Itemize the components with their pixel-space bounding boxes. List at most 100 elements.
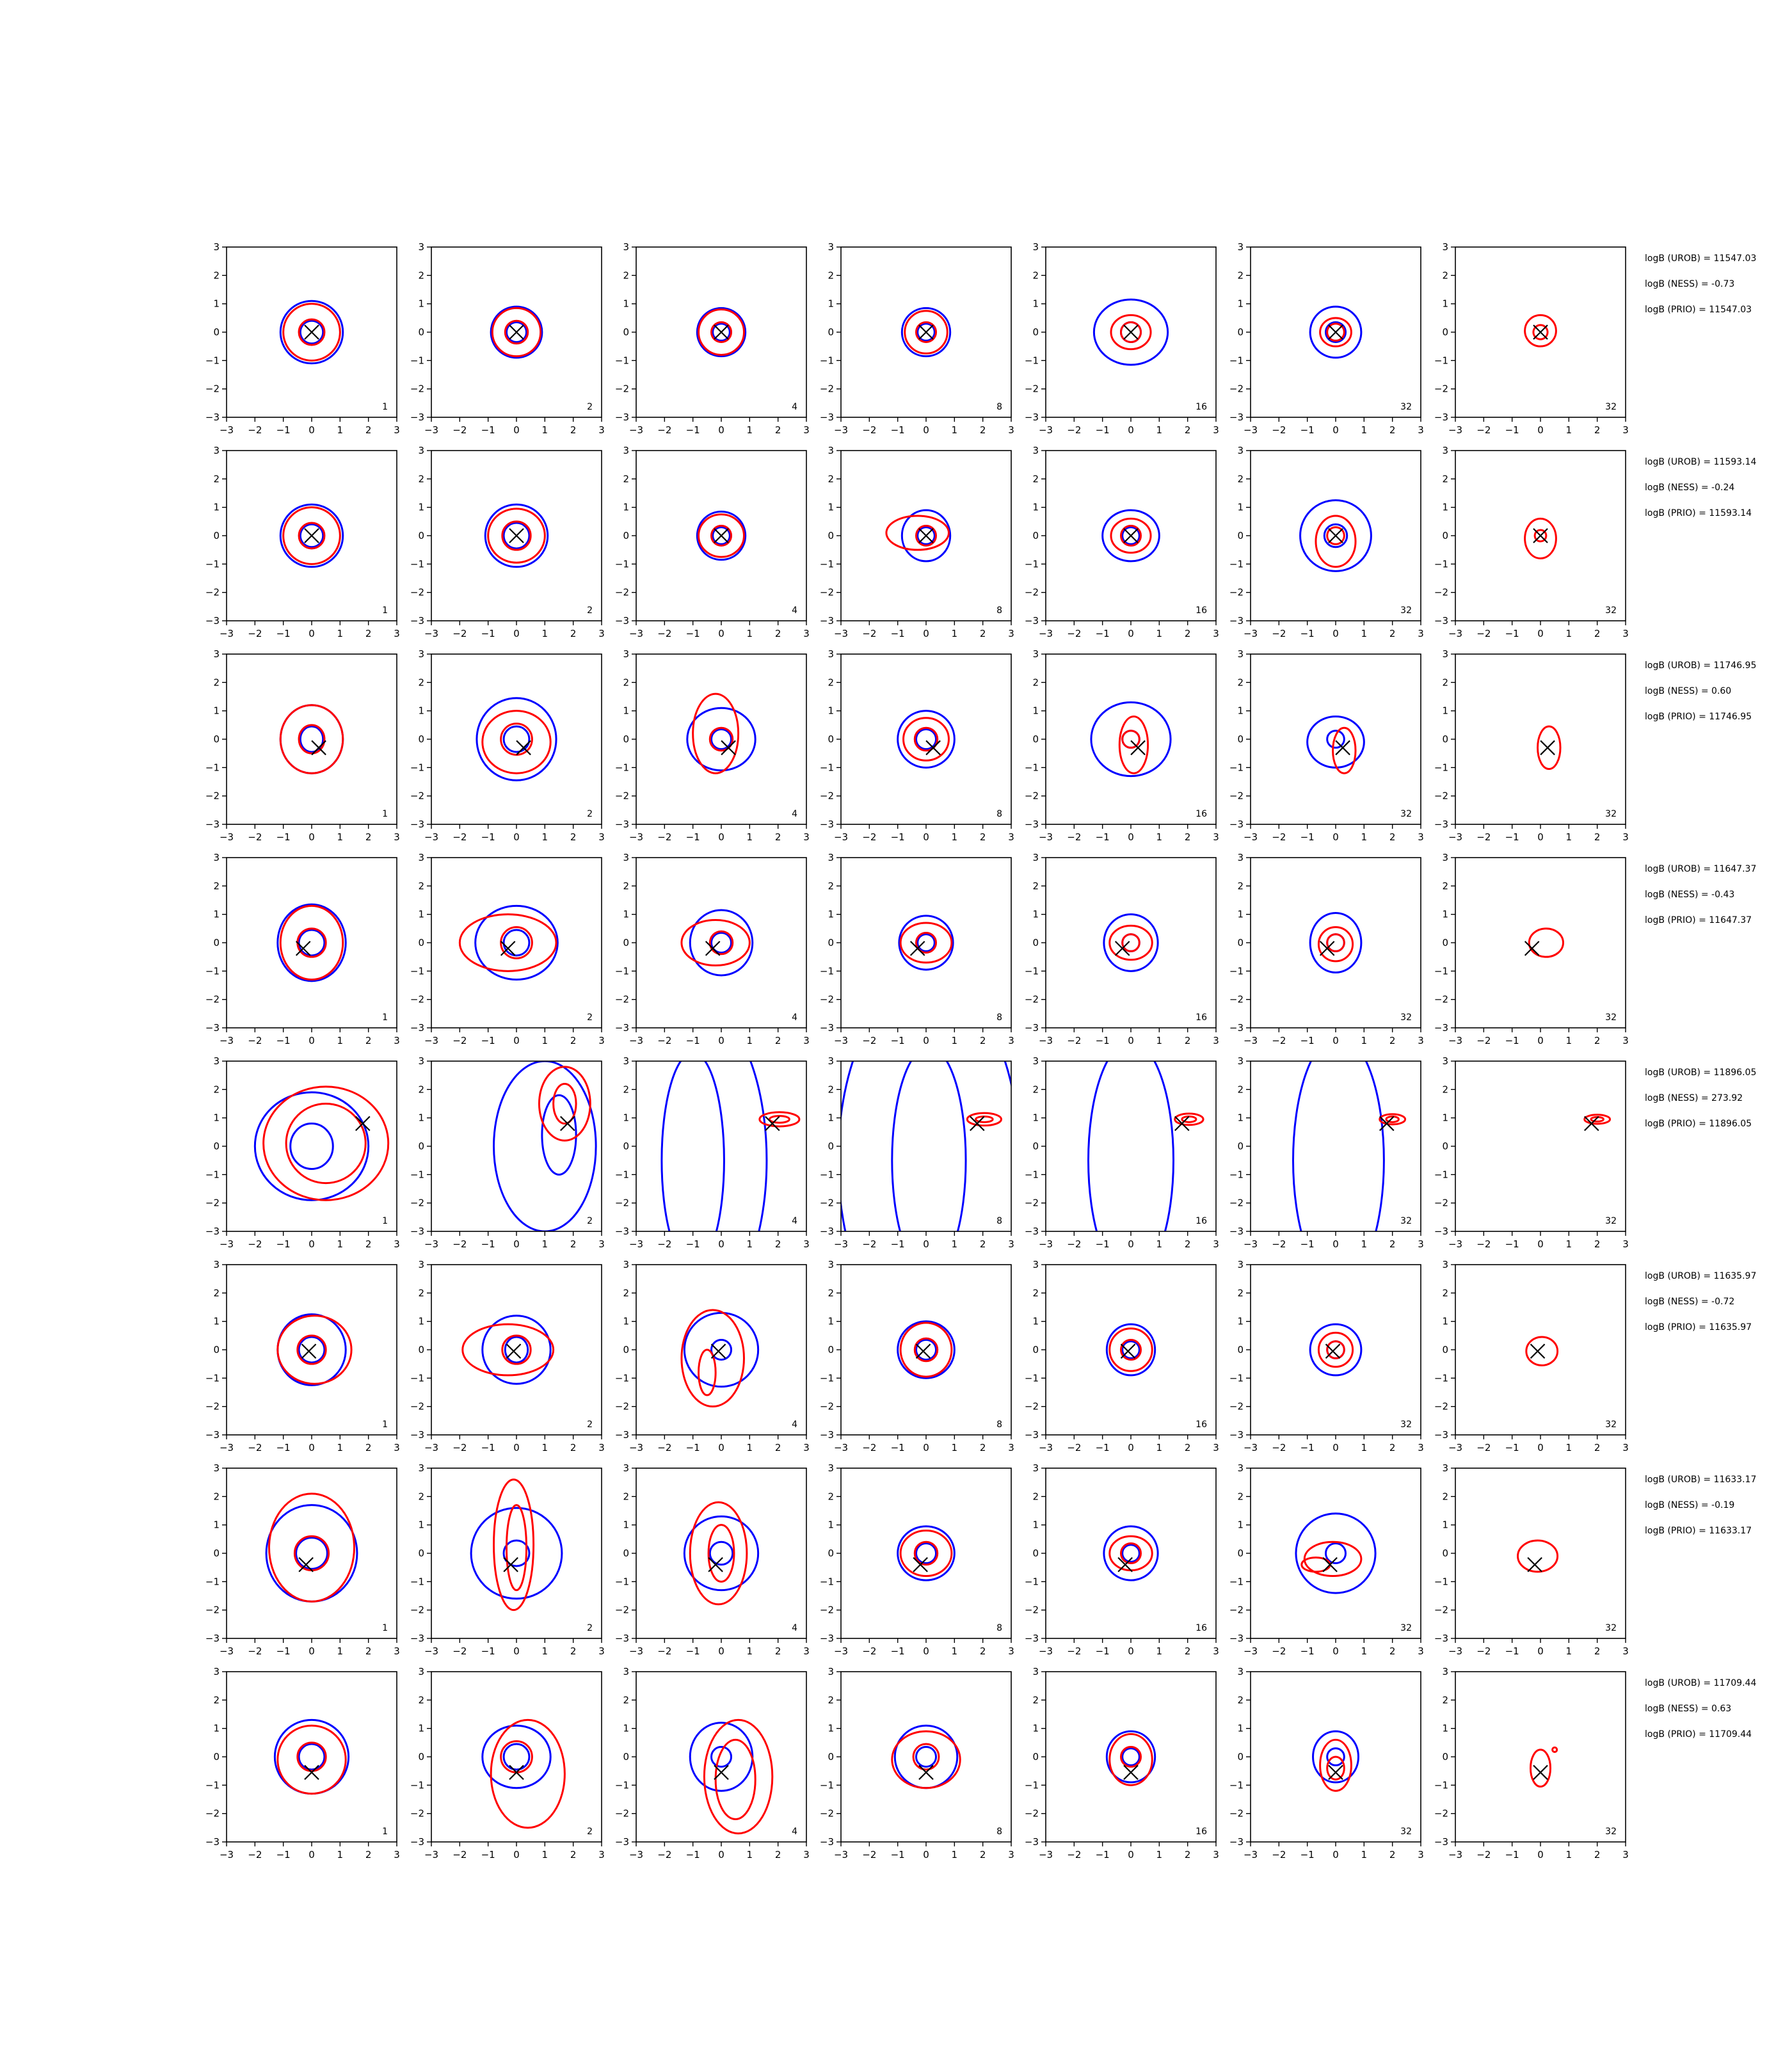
red-contour-2 bbox=[1119, 1338, 1142, 1361]
y-tick-label: 2 bbox=[418, 1694, 424, 1706]
red-contour-1 bbox=[1319, 317, 1352, 348]
red-contour-1 bbox=[698, 308, 745, 356]
x-tick-label: 0 bbox=[1128, 1849, 1134, 1860]
y-tick-label: −3 bbox=[1025, 615, 1039, 627]
panel-corner-label: 32 bbox=[1605, 1623, 1617, 1633]
y-tick-label: −2 bbox=[1229, 1197, 1244, 1209]
x-tick-label: −3 bbox=[220, 831, 234, 843]
y-tick-label: −2 bbox=[410, 1197, 424, 1209]
x-tick-label: −3 bbox=[1244, 831, 1258, 843]
x-marker bbox=[304, 1764, 319, 1780]
x-tick-label: −2 bbox=[1476, 1238, 1491, 1250]
y-tick-label: −1 bbox=[615, 1169, 629, 1180]
stat-line: logB (PRIO) = 11647.37 bbox=[1645, 915, 1752, 925]
contour-layer bbox=[689, 1718, 774, 1835]
contour-layer bbox=[1295, 1512, 1377, 1594]
x-tick-label: 1 bbox=[747, 1645, 753, 1657]
panel-corner-label: 32 bbox=[1400, 809, 1412, 819]
blue-contour-1 bbox=[1105, 1730, 1156, 1784]
blue-contour-1 bbox=[1090, 701, 1172, 778]
panel-corner-label: 2 bbox=[587, 1216, 593, 1226]
stat-line: logB (UROB) = 11547.03 bbox=[1645, 253, 1756, 264]
y-tick-label: 1 bbox=[1442, 298, 1448, 310]
x-tick-label: 2 bbox=[1594, 424, 1601, 436]
x-tick-label: 3 bbox=[1418, 424, 1424, 436]
x-tick-label: −2 bbox=[862, 1849, 876, 1860]
x-tick-label: 0 bbox=[1332, 1238, 1339, 1250]
y-tick-label: −3 bbox=[820, 819, 834, 830]
x-tick-label: −1 bbox=[1096, 1849, 1110, 1860]
x-tick-label: 3 bbox=[394, 1035, 400, 1046]
contour-layer bbox=[276, 903, 347, 982]
x-tick-label: 3 bbox=[1008, 1238, 1014, 1250]
x-marker bbox=[714, 1764, 729, 1780]
blue-contour-1 bbox=[276, 903, 347, 982]
red-contour-1 bbox=[692, 692, 740, 774]
x-tick-label: −3 bbox=[629, 424, 643, 436]
y-tick-label: 0 bbox=[418, 1344, 424, 1356]
red-contour-1 bbox=[1379, 1113, 1407, 1126]
x-tick-label: 2 bbox=[980, 831, 986, 843]
y-tick-label: −1 bbox=[205, 1372, 220, 1384]
x-marker bbox=[705, 941, 721, 956]
y-tick-label: −1 bbox=[820, 965, 834, 977]
y-tick-label: −3 bbox=[205, 1429, 220, 1441]
x-tick-label: 2 bbox=[1185, 424, 1191, 436]
x-tick-label: 1 bbox=[337, 1442, 344, 1453]
y-tick-label: 1 bbox=[1237, 705, 1244, 717]
y-tick-label: 0 bbox=[1032, 1344, 1039, 1356]
red-contour-1 bbox=[1110, 517, 1152, 554]
red-contour-2 bbox=[1326, 526, 1345, 545]
y-tick-label: −1 bbox=[820, 1576, 834, 1587]
x-tick-label: 1 bbox=[1156, 628, 1163, 639]
y-tick-label: 0 bbox=[1237, 733, 1244, 745]
y-tick-label: 0 bbox=[1442, 530, 1448, 541]
blue-contour-1 bbox=[279, 503, 344, 568]
panel-corner-label: 1 bbox=[382, 1420, 388, 1430]
y-tick-label: 2 bbox=[418, 1491, 424, 1502]
x-tick-label: −3 bbox=[629, 628, 643, 639]
x-tick-label: 1 bbox=[337, 1645, 344, 1657]
x-tick-label: −1 bbox=[1300, 424, 1315, 436]
red-contour-2 bbox=[714, 1738, 756, 1821]
x-tick-label: −3 bbox=[1448, 424, 1462, 436]
x-marker bbox=[721, 740, 736, 756]
x-tick-label: −1 bbox=[481, 1035, 495, 1046]
y-tick-label: −1 bbox=[1025, 1779, 1039, 1791]
blue-contour-2 bbox=[502, 1539, 531, 1567]
blue-contour-1 bbox=[1309, 1323, 1363, 1377]
y-tick-label: 0 bbox=[828, 733, 834, 745]
x-tick-label: −1 bbox=[481, 1442, 495, 1453]
y-tick-label: 0 bbox=[623, 1548, 629, 1559]
y-tick-label: 0 bbox=[1032, 733, 1039, 745]
y-tick-label: 3 bbox=[1442, 241, 1448, 253]
y-tick-label: −2 bbox=[205, 1808, 220, 1820]
blue-contour-2 bbox=[299, 725, 324, 753]
x-tick-label: 3 bbox=[803, 1238, 810, 1250]
blue-contour-1 bbox=[689, 909, 754, 977]
panel-corner-label: 1 bbox=[382, 402, 388, 412]
y-tick-label: 3 bbox=[1032, 648, 1039, 660]
y-tick-label: −2 bbox=[1434, 1197, 1448, 1209]
y-tick-label: −1 bbox=[820, 1779, 834, 1791]
y-tick-label: −2 bbox=[820, 994, 834, 1005]
blue-contour-1 bbox=[1092, 298, 1169, 366]
y-tick-label: 3 bbox=[1442, 852, 1448, 863]
y-tick-label: 0 bbox=[623, 326, 629, 338]
y-tick-label: 2 bbox=[1032, 1287, 1039, 1299]
y-tick-label: 2 bbox=[828, 1491, 834, 1502]
panel-corner-label: 8 bbox=[996, 1827, 1002, 1837]
blue-contour-1 bbox=[1225, 962, 1452, 1359]
y-tick-label: 2 bbox=[213, 1287, 220, 1299]
panel-r1-c4: −3 −2 −1 0 1 2 3 −3 −2 −1 0 1 2 3 8 bbox=[820, 241, 1014, 436]
x-tick-label: −3 bbox=[1039, 1442, 1053, 1453]
y-tick-label: −2 bbox=[1229, 1808, 1244, 1820]
panel-corner-label: 4 bbox=[792, 605, 797, 616]
x-marker bbox=[1524, 941, 1540, 956]
y-tick-label: 0 bbox=[1032, 1751, 1039, 1763]
panel-corner-label: 1 bbox=[382, 809, 388, 819]
panel-r5-c4: −3 −2 −1 0 1 2 3 −3 −2 −1 0 1 2 3 8 bbox=[820, 1055, 1014, 1250]
x-tick-label: −3 bbox=[1039, 1849, 1053, 1860]
x-tick-label: −1 bbox=[686, 831, 700, 843]
blue-contour-1 bbox=[1028, 968, 1233, 1354]
